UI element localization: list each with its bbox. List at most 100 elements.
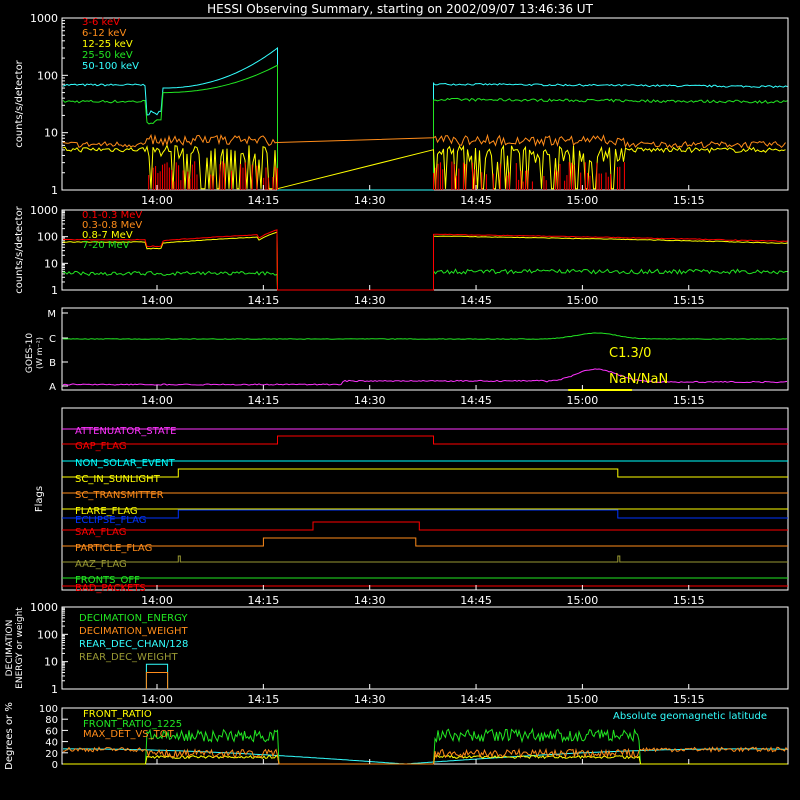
panel5-legend-0: DECIMATION_ENERGY: [79, 613, 188, 624]
y-tick-label-2-0: 1: [51, 284, 58, 297]
y-tick-label-5-0: 1: [51, 683, 58, 696]
panel1-legend-2: 12-25 keV: [82, 39, 133, 50]
panel6-legend-0: FRONT_RATIO: [83, 709, 152, 720]
panel4-flag-line-8: [62, 537, 788, 547]
x-tick-label-1-1: 14:15: [248, 194, 280, 207]
panel2-ylabel: counts/s/detector: [14, 205, 25, 293]
panel4-flag-line-3: [62, 468, 788, 478]
panel1-series-25-50-kev-b: [433, 97, 788, 190]
x-tick-label-5-1: 14:15: [248, 693, 280, 706]
panel1-legend-0: 3-6 keV: [82, 17, 120, 28]
panel3-y-tick-3: M: [47, 309, 56, 320]
panel6-legend-1: FRONT_RATIO_1225: [83, 719, 182, 730]
x-tick-label-1-4: 15:00: [567, 194, 599, 207]
panel5-ylabel2: ENERGY or weight: [15, 607, 25, 689]
panel4-ylabel: Flags: [34, 486, 45, 512]
x-tick-label-3-3: 14:45: [460, 394, 492, 407]
panel1-legend-4: 50-100 keV: [82, 61, 139, 72]
panel6-y-tick-1: 20: [45, 749, 58, 760]
panel1-frame: [61, 17, 789, 191]
x-tick-label-2-0: 14:00: [141, 294, 173, 307]
x-tick-label-3-1: 14:15: [248, 394, 280, 407]
panel3-y-tick-1: B: [49, 358, 56, 369]
panel1-legend-3: 25-50 keV: [82, 50, 133, 61]
panel2-legend-1: 0.3-0.8 MeV: [82, 220, 142, 231]
x-tick-label-5-2: 14:30: [354, 693, 386, 706]
x-tick-label-3-4: 15:00: [567, 394, 599, 407]
panel4-flag-line-9: [62, 555, 788, 563]
y-tick-label-2-3: 1000: [30, 204, 58, 217]
panel4-flag-label-8: PARTICLE_FLAG: [75, 543, 152, 554]
x-tick-label-3-2: 14:30: [354, 394, 386, 407]
panel5-legend-3: REAR_DEC_WEIGHT: [79, 652, 178, 663]
y-tick-label-5-2: 100: [37, 628, 58, 641]
panel4-flag-line-1: [62, 435, 788, 445]
panel4-flag-label-3: SC_IN_SUNLIGHT: [75, 474, 161, 485]
y-tick-label-5-3: 1000: [30, 601, 58, 614]
panel6-note: Absolute geomagnetic latitude: [613, 711, 767, 722]
y-tick-label-5-1: 10: [44, 656, 58, 669]
panel2-legend-0: 0.1-0.3 MeV: [82, 210, 142, 221]
y-tick-label-1-2: 100: [37, 69, 58, 82]
panel5-legend-1: DECIMATION_WEIGHT: [79, 626, 188, 637]
panel6-y-tick-0: 0: [52, 760, 58, 771]
panel6-y-tick-4: 80: [45, 715, 58, 726]
panel5-legend-2: REAR_DEC_CHAN/128: [79, 639, 188, 650]
panel2-series-0-8-7-mev: [62, 231, 788, 291]
panel4-flag-label-5: FLARE_FLAG: [75, 506, 138, 517]
x-tick-label-2-1: 14:15: [248, 294, 280, 307]
x-tick-label-4-5: 15:15: [673, 594, 705, 607]
panel4-flag-line-6: [62, 509, 788, 519]
panel2-series-0-1-0-3-mev: [62, 229, 788, 291]
panel3-goes-short: [62, 368, 788, 386]
plot-title: HESSI Observing Summary, starting on 200…: [207, 2, 593, 16]
y-tick-label-1-0: 1: [51, 184, 58, 197]
panel3-annotation-0: C1.3/0: [609, 346, 651, 361]
x-tick-label-5-3: 14:45: [460, 693, 492, 706]
panel3-goes-long: [62, 332, 788, 340]
panel6-ylabel: Degrees or %: [4, 702, 15, 770]
panel2-legend-3: 7-20 MeV: [82, 240, 130, 251]
panel4-flag-label-1: GAP_FLAG: [75, 441, 127, 452]
panel6-y-tick-5: 100: [39, 704, 58, 715]
panel4-flag-label-0: ATTENUATOR_STATE: [75, 426, 176, 437]
panel6-y-tick-3: 60: [45, 726, 58, 737]
panel5-ylabel: DECIMATION: [5, 620, 15, 677]
panel3-y-tick-2: C: [49, 334, 56, 345]
panel5-frame: [61, 606, 789, 690]
x-tick-label-3-0: 14:00: [141, 394, 173, 407]
panel4-flag-line-7: [62, 521, 788, 531]
x-tick-label-5-0: 14:00: [141, 693, 173, 706]
panel4-flag-label-11: BAD_PACKETS: [75, 583, 146, 594]
panel4-flag-label-10: FRONTS_OFF: [75, 575, 140, 586]
panel6-y-tick-2: 40: [45, 738, 58, 749]
panel4-flag-label-4: SC_TRANSMITTER: [75, 490, 164, 501]
x-tick-label-1-5: 15:15: [673, 194, 705, 207]
x-tick-label-4-0: 14:00: [141, 594, 173, 607]
panel3-ylabel2: (W m⁻²): [35, 337, 44, 369]
panel4-frame: [61, 407, 789, 591]
x-tick-label-5-5: 15:15: [673, 693, 705, 706]
panel1-series-3-6-kev: [148, 161, 625, 190]
x-tick-label-4-4: 15:00: [567, 594, 599, 607]
panel1-series-12-25-kev: [62, 144, 786, 190]
x-tick-label-2-4: 15:00: [567, 294, 599, 307]
y-tick-label-1-3: 1000: [30, 12, 58, 25]
panel4-flag-label-9: AAZ_FLAG: [75, 559, 127, 570]
y-tick-label-2-1: 10: [44, 257, 58, 270]
panel3-y-tick-0: A: [49, 382, 56, 393]
x-tick-label-3-5: 15:15: [673, 394, 705, 407]
x-tick-label-5-4: 15:00: [567, 693, 599, 706]
panel6-series-max-det-vs-tot: [63, 746, 788, 765]
panel2-series-7-20-mev: [62, 268, 788, 291]
x-tick-label-1-3: 14:45: [460, 194, 492, 207]
panel5-series-rear-dec-weight: [145, 672, 169, 689]
panel4-flag-label-7: SAA_FLAG: [75, 527, 126, 538]
y-tick-label-2-2: 100: [37, 231, 58, 244]
x-tick-label-2-3: 14:45: [460, 294, 492, 307]
panel1-legend-1: 6-12 keV: [82, 28, 126, 39]
x-tick-label-1-0: 14:00: [141, 194, 173, 207]
panel1-series-6-12-kev: [62, 133, 786, 149]
panel3-frame: [61, 307, 789, 391]
